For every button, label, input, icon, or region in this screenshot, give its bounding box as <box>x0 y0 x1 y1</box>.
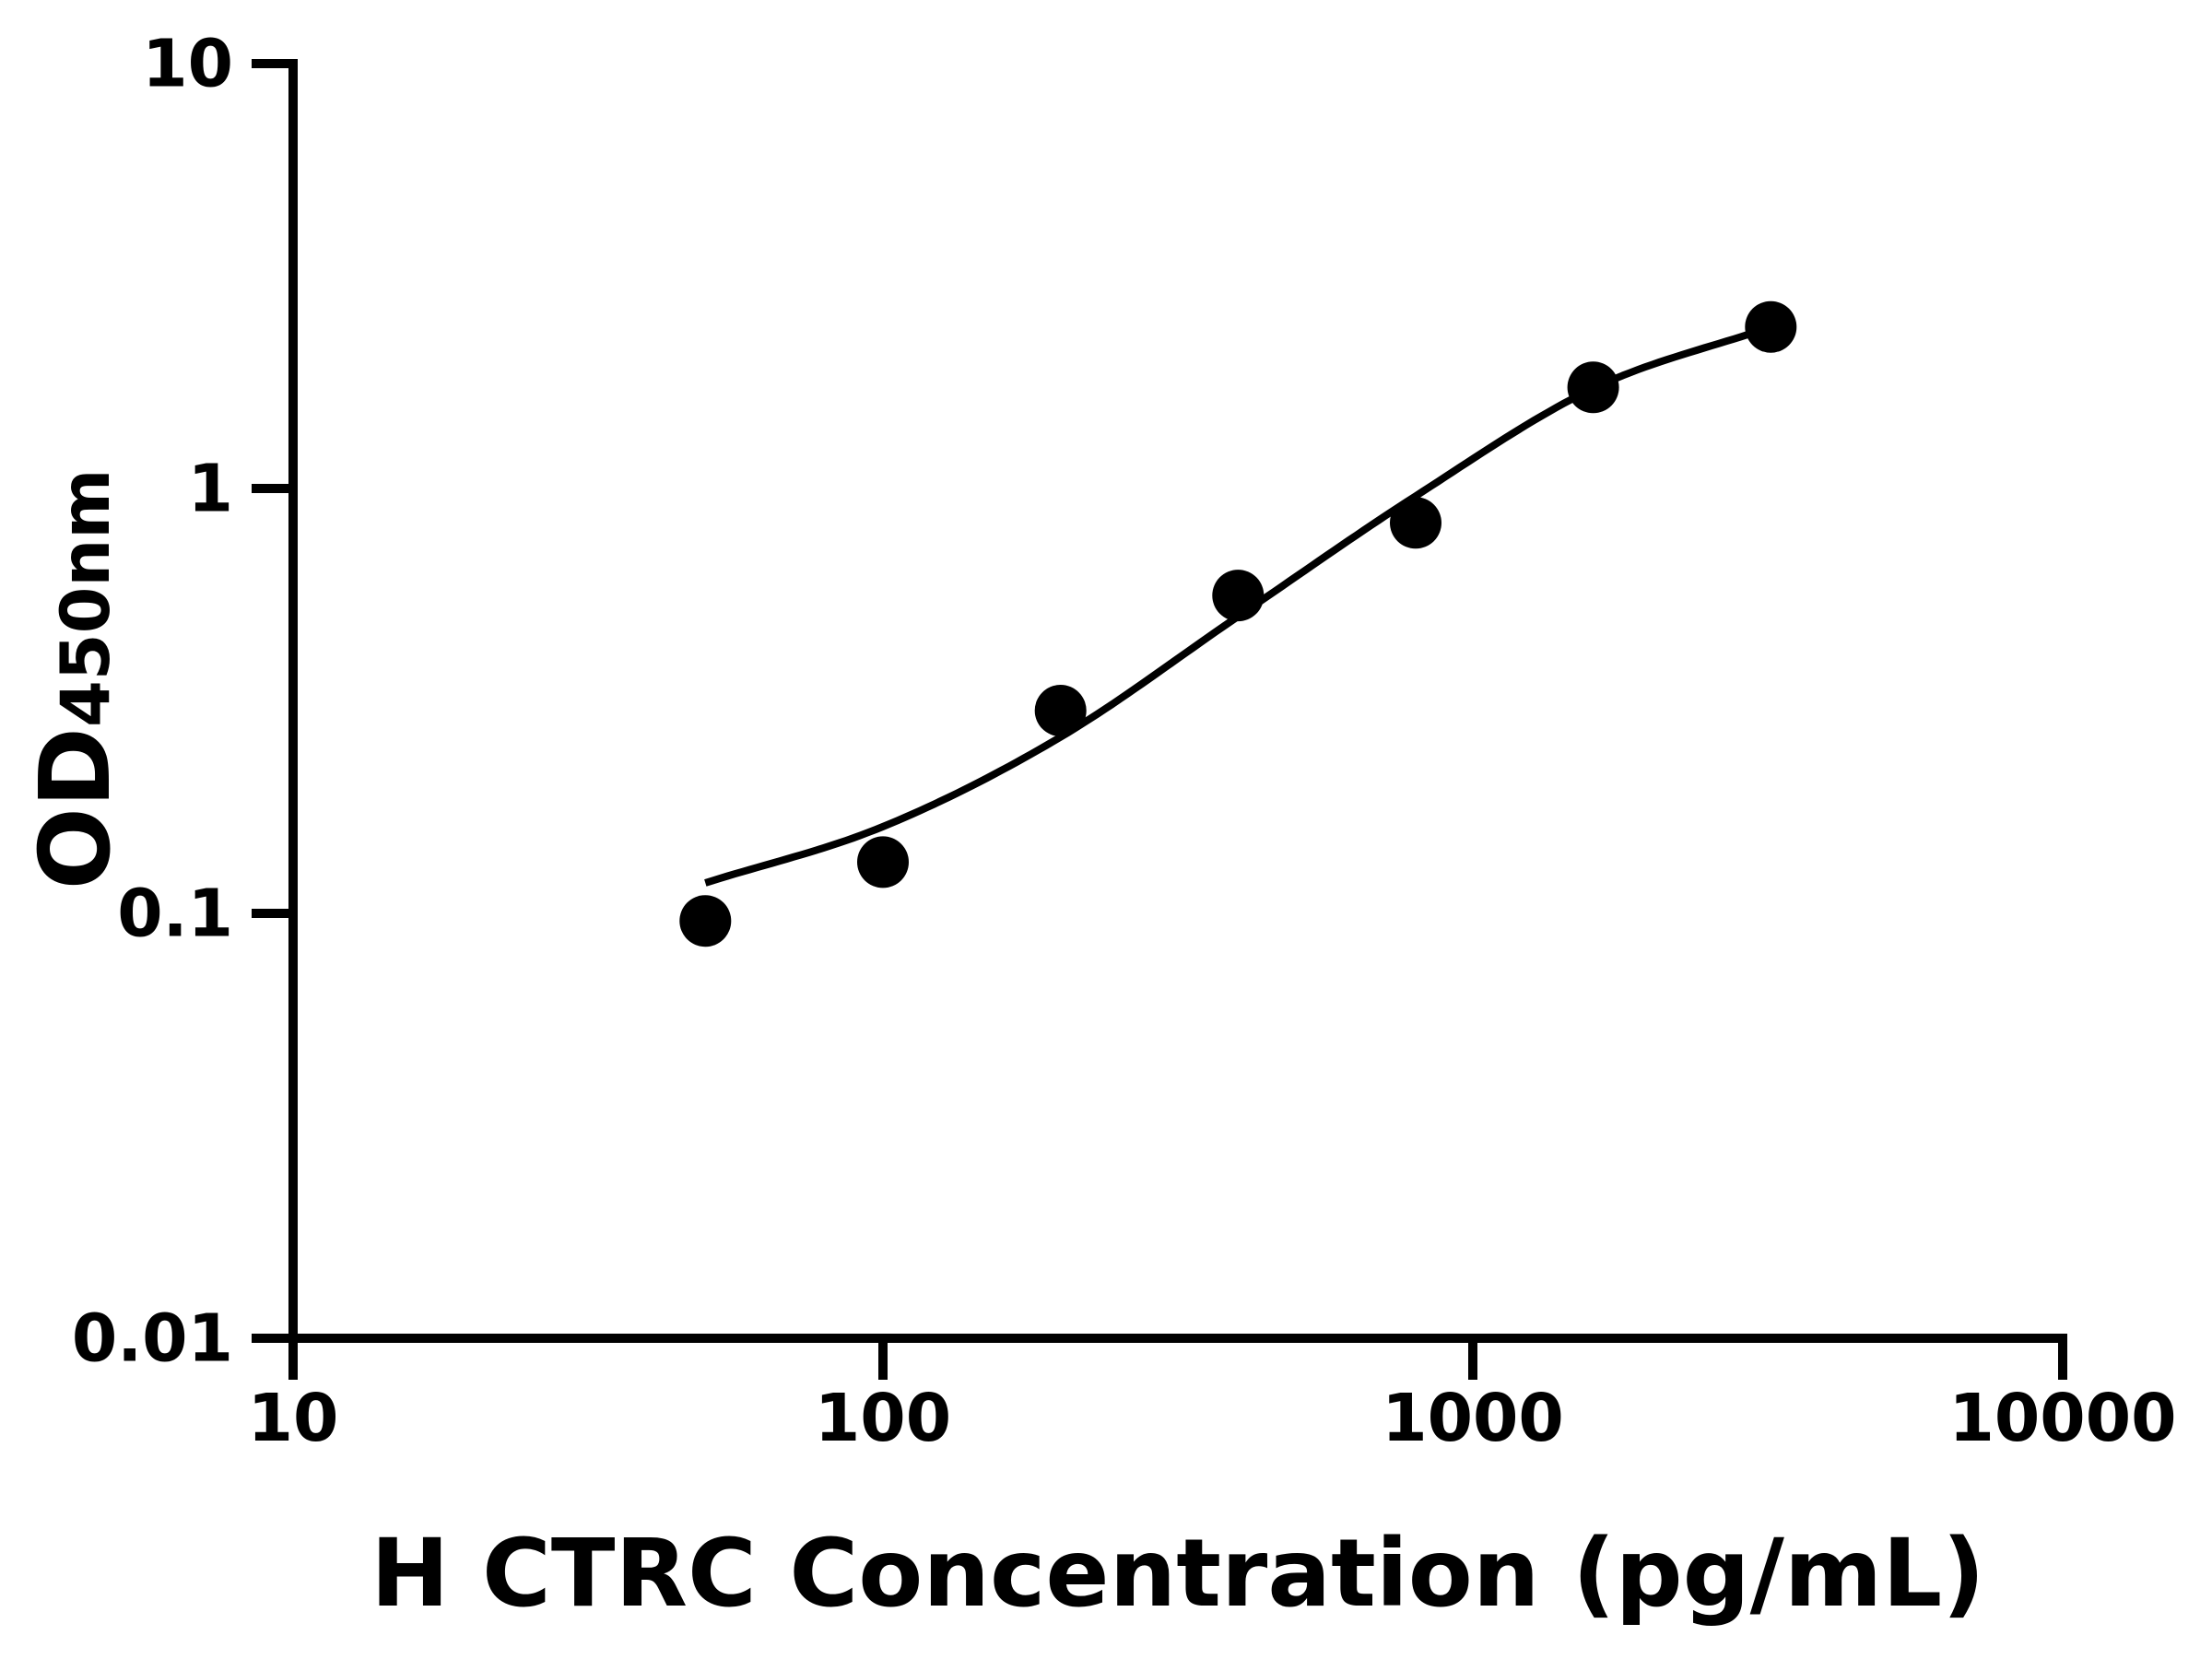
data-point <box>1745 300 1797 353</box>
x-axis-tick-labels: 10 100 1000 10000 <box>248 1380 2177 1456</box>
x-axis-tick-label: 10 <box>248 1380 339 1456</box>
plot-area <box>679 300 1797 947</box>
y-axis-tick-labels: 0.01 0.1 1 10 <box>72 26 233 1377</box>
x-axis-tick-label: 1000 <box>1382 1380 1564 1456</box>
y-axis-ticks <box>252 59 293 1343</box>
y-axis: 0.01 0.1 1 10 OD450nm <box>19 26 298 1377</box>
x-axis-ticks <box>288 1338 2067 1380</box>
data-point <box>1390 497 1441 549</box>
data-point <box>857 836 909 888</box>
data-points <box>679 300 1797 947</box>
x-axis-title: H CTRC Concentration (pg/mL) <box>371 1519 1985 1629</box>
y-axis-tick-label: 0.1 <box>117 876 233 952</box>
data-point <box>1212 570 1265 622</box>
y-axis-tick-label: 10 <box>142 26 233 102</box>
data-point <box>1034 685 1087 736</box>
y-axis-tick-label: 1 <box>188 451 233 527</box>
x-axis-tick-label: 10000 <box>1948 1380 2176 1456</box>
y-axis-title-sub: 450nm <box>47 469 125 727</box>
y-axis-title: OD450nm <box>19 469 132 890</box>
data-point <box>1567 361 1619 414</box>
x-axis: 10 100 1000 10000 H CTRC Concentration (pg/… <box>248 1334 2177 1629</box>
y-axis-title-main: OD <box>19 727 132 889</box>
data-point <box>679 895 732 947</box>
x-axis-tick-label: 100 <box>815 1380 951 1456</box>
y-axis-tick-label: 0.01 <box>72 1300 233 1377</box>
